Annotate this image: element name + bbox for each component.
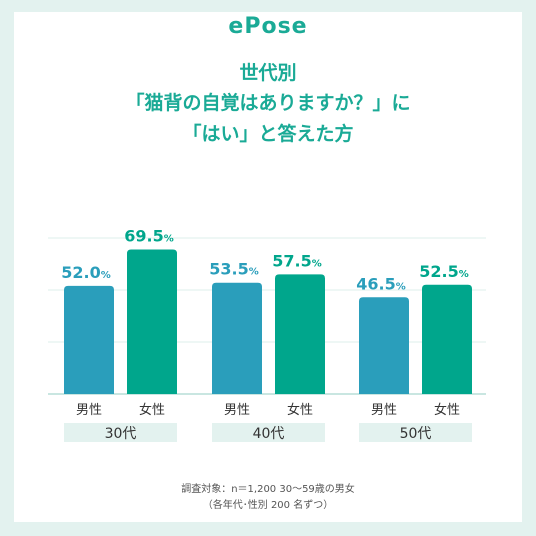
bar-sublabel: 男性: [76, 403, 102, 418]
bar: [275, 274, 325, 394]
bar: [422, 284, 472, 394]
bar-sublabel: 女性: [434, 402, 460, 418]
bar-sublabel: 男性: [371, 403, 397, 418]
data-label: 57.5%: [272, 251, 322, 270]
category-label: 30代: [105, 426, 137, 442]
bar-sublabel: 男性: [224, 403, 250, 418]
bar: [359, 297, 409, 394]
data-label: 52.5%: [419, 262, 469, 281]
group-band: [212, 423, 325, 442]
category-label: 40代: [253, 426, 285, 442]
data-label: 69.5%: [124, 226, 174, 245]
bar: [127, 249, 177, 394]
bar-sublabel: 女性: [139, 402, 165, 418]
chart-title-line-3: 「はい」と答えた方: [182, 123, 354, 145]
chart-title-line-2: 「猫背の自覚はありますか？」に: [125, 92, 411, 114]
chart-title-line-1: 世代別: [239, 62, 297, 84]
footnote-line-1: 調査対象：n＝1,200 30〜59歳の男女: [181, 484, 355, 495]
data-label: 52.0%: [61, 263, 111, 282]
bar: [212, 282, 262, 394]
data-label: 53.5%: [209, 260, 259, 279]
category-label: 50代: [400, 426, 432, 442]
data-label: 46.5%: [356, 274, 406, 293]
footnote-line-2: （各年代･性別 200 名ずつ）: [202, 500, 334, 511]
group-band: [64, 423, 177, 442]
bar-sublabel: 女性: [287, 402, 313, 418]
group-band: [359, 423, 472, 442]
brand-logo: ePose: [228, 14, 308, 39]
bar: [64, 285, 114, 394]
